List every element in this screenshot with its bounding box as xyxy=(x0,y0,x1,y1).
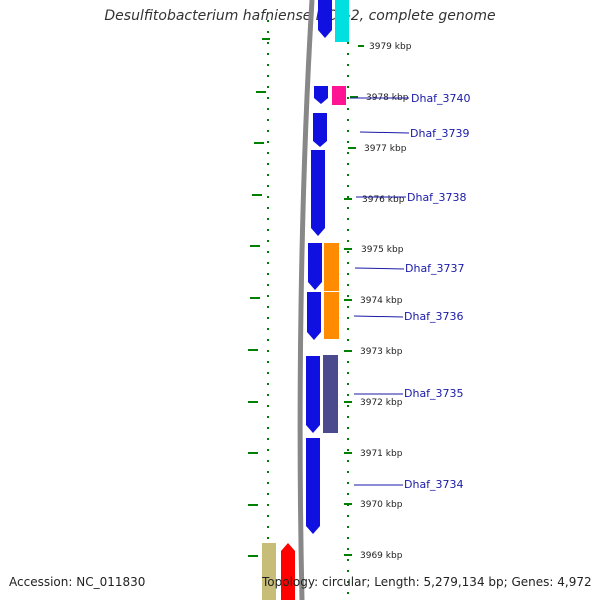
gene-arrow[interactable] xyxy=(306,356,320,433)
right-ring-ticks xyxy=(344,45,364,556)
gene-label[interactable]: Dhaf_3737 xyxy=(405,262,465,275)
map-title: Desulfitobacterium hafniense DCB-2, comp… xyxy=(104,8,496,24)
gene-arrow[interactable] xyxy=(281,543,295,600)
gene-block[interactable] xyxy=(332,86,346,105)
tick-label: 3973 kbp xyxy=(360,347,403,357)
gene-arrow[interactable] xyxy=(313,113,327,147)
gene-label-leaders xyxy=(350,97,410,486)
tick-label: 3977 kbp xyxy=(364,144,407,154)
gene-label[interactable]: Dhaf_3739 xyxy=(410,127,470,140)
gene-arrow[interactable] xyxy=(307,292,321,340)
tick-label: 3970 kbp xyxy=(360,500,403,510)
gene-block[interactable] xyxy=(324,292,339,339)
gene-arrow[interactable] xyxy=(318,0,332,38)
gene-block[interactable] xyxy=(323,355,338,433)
tick-label: 3979 kbp xyxy=(369,42,412,52)
gene-label[interactable]: Dhaf_3740 xyxy=(411,92,471,105)
gene-label[interactable]: Dhaf_3734 xyxy=(404,478,464,491)
gene-arrow[interactable] xyxy=(314,86,328,104)
accession-label: Accession: NC_011830 xyxy=(9,575,146,589)
gene-arrow[interactable] xyxy=(308,243,322,290)
gene-block[interactable] xyxy=(262,543,276,600)
gene-arrow[interactable] xyxy=(306,438,320,534)
gene-label[interactable]: Dhaf_3736 xyxy=(404,310,464,323)
gene-label[interactable]: Dhaf_3735 xyxy=(404,387,464,400)
gene-block[interactable] xyxy=(335,0,349,42)
tick-label: 3972 kbp xyxy=(360,398,403,408)
gene-arrow[interactable] xyxy=(311,150,325,236)
gene-block[interactable] xyxy=(324,243,339,291)
left-ring-ticks xyxy=(248,38,270,557)
tick-label: 3969 kbp xyxy=(360,551,403,561)
genome-summary: Topology: circular; Length: 5,279,134 bp… xyxy=(262,575,592,589)
genome-backbone xyxy=(297,0,315,600)
tick-label: 3971 kbp xyxy=(360,449,403,459)
tick-label: 3974 kbp xyxy=(360,296,403,306)
tick-label: 3976 kbp xyxy=(362,195,405,205)
gene-label[interactable]: Dhaf_3738 xyxy=(407,191,467,204)
tick-label: 3975 kbp xyxy=(361,245,404,255)
